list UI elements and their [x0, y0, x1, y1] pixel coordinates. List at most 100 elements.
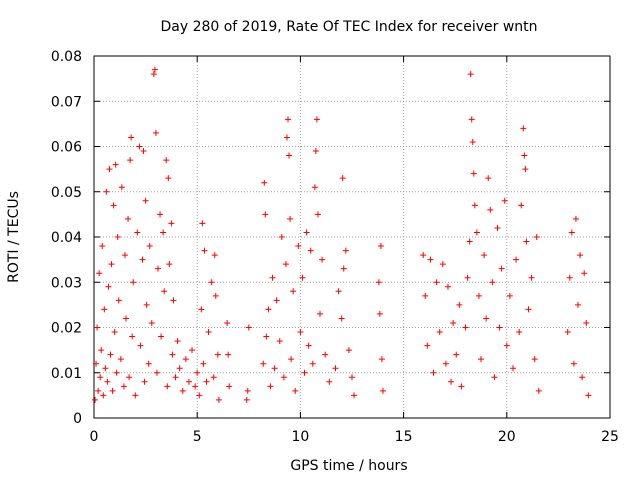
data-point: [225, 351, 232, 358]
data-point: [568, 229, 575, 236]
x-tick-label: 20: [498, 429, 516, 445]
data-point: [523, 238, 530, 245]
data-point: [501, 197, 508, 204]
data-point: [285, 116, 292, 123]
data-point: [478, 356, 484, 363]
x-tick-label: 25: [601, 429, 619, 445]
data-point: [564, 329, 571, 336]
data-point: [210, 374, 217, 381]
data-point: [566, 274, 573, 281]
data-point: [100, 392, 107, 399]
data-point: [111, 329, 118, 336]
data-point: [182, 356, 189, 363]
data-point: [471, 202, 478, 209]
data-point: [115, 297, 122, 304]
data-point: [244, 387, 251, 394]
data-point: [448, 378, 455, 385]
data-point: [349, 374, 355, 381]
data-point: [263, 333, 270, 340]
data-point: [317, 310, 324, 317]
y-tick-label: 0.02: [51, 321, 82, 337]
data-point: [143, 301, 150, 308]
data-point: [103, 188, 110, 195]
data-point: [142, 197, 149, 204]
data-point: [280, 374, 287, 381]
data-point: [134, 229, 141, 236]
data-point: [127, 157, 134, 164]
data-point: [199, 220, 206, 227]
data-point: [422, 292, 429, 299]
data-point: [145, 360, 152, 367]
data-point: [470, 170, 477, 177]
data-point: [487, 206, 494, 213]
data-point: [92, 396, 99, 403]
data-point: [456, 301, 463, 308]
data-point: [420, 252, 427, 259]
data-point: [93, 360, 100, 367]
data-point: [161, 288, 168, 295]
data-point: [205, 329, 212, 336]
data-point: [107, 351, 114, 358]
data-point: [450, 319, 457, 326]
data-point: [466, 238, 473, 245]
data-point: [208, 279, 215, 286]
y-tick-label: 0.06: [51, 140, 82, 156]
data-point: [260, 360, 267, 367]
data-point: [312, 148, 319, 155]
data-point: [535, 387, 542, 394]
data-point: [226, 383, 233, 390]
data-point: [214, 351, 221, 358]
data-point: [287, 215, 294, 222]
data-point: [148, 319, 155, 326]
data-point: [95, 387, 102, 394]
data-point: [528, 274, 535, 281]
data-point: [96, 270, 103, 277]
data-point: [303, 229, 310, 236]
data-point: [276, 338, 283, 345]
data-point: [299, 274, 306, 281]
data-point: [579, 374, 586, 381]
data-point: [424, 342, 431, 349]
data-point: [136, 143, 143, 150]
data-point: [163, 157, 170, 164]
data-point: [469, 138, 476, 145]
data-point: [211, 252, 218, 259]
data-point: [179, 387, 186, 394]
data-point: [436, 329, 443, 336]
data-point: [150, 71, 157, 78]
data-point: [340, 265, 347, 272]
data-point: [453, 351, 460, 358]
data-point: [174, 338, 181, 345]
data-point: [522, 166, 529, 173]
data-point: [152, 129, 159, 136]
data-point: [120, 383, 127, 390]
data-point: [282, 261, 289, 268]
data-point: [104, 378, 111, 385]
data-point: [137, 342, 144, 349]
data-point: [464, 274, 471, 281]
data-point: [139, 256, 146, 263]
data-point: [506, 292, 513, 299]
data-point: [128, 134, 135, 141]
data-point: [271, 365, 278, 372]
data-point: [98, 347, 105, 354]
data-point: [342, 247, 349, 254]
y-tick-labels: 0 0.01 0.02 0.03 0.04 0.05 0.06 0.07 0.08: [51, 49, 82, 427]
data-point: [169, 351, 176, 358]
data-point: [483, 315, 490, 322]
data-point: [192, 383, 199, 390]
data-point: [176, 365, 183, 372]
data-point: [132, 392, 139, 399]
data-point: [212, 292, 219, 299]
data-point: [154, 265, 161, 272]
data-point: [458, 383, 465, 390]
data-point: [198, 306, 205, 313]
data-point: [283, 134, 290, 141]
data-point: [286, 152, 293, 159]
data-point: [439, 261, 446, 268]
data-point: [575, 301, 582, 308]
data-point: [322, 351, 329, 358]
x-tick-label: 5: [193, 429, 202, 445]
data-point: [570, 360, 577, 367]
